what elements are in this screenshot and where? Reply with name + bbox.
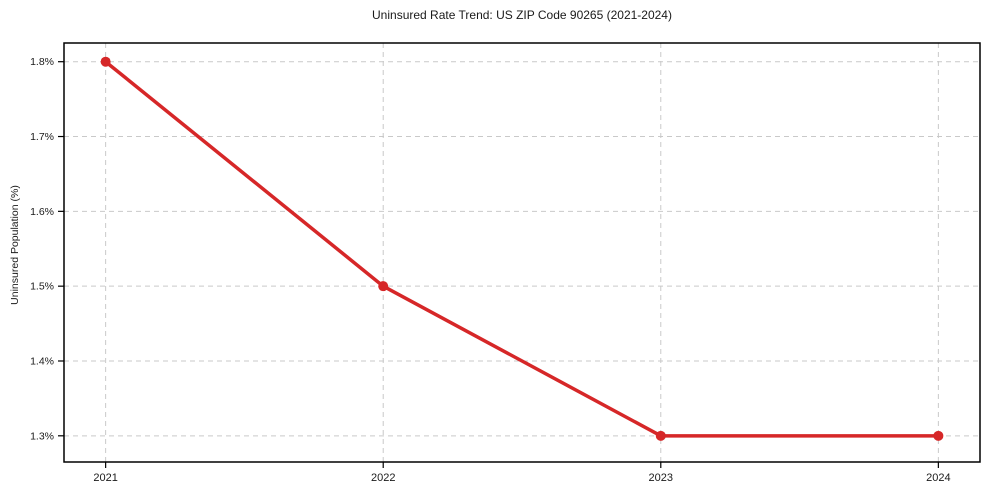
data-point-marker: [100, 56, 111, 67]
x-tick-label: 2022: [371, 472, 395, 484]
x-tick-label: 2024: [926, 472, 950, 484]
x-tick-label: 2021: [93, 472, 117, 484]
trend-line: [103, 59, 941, 438]
y-tick-label: 1.3%: [30, 430, 54, 442]
x-tick-label: 2023: [649, 472, 673, 484]
y-tick-label: 1.7%: [30, 131, 54, 143]
data-point-marker: [655, 430, 666, 441]
chart-title: Uninsured Rate Trend: US ZIP Code 90265 …: [372, 8, 672, 22]
data-point-marker: [378, 281, 389, 292]
plot-border: [63, 42, 981, 463]
y-tick-label: 1.8%: [30, 56, 54, 68]
data-point-marker: [933, 430, 944, 441]
y-tick-label: 1.4%: [30, 355, 54, 367]
y-tick-label: 1.6%: [30, 206, 54, 218]
y-tick-label: 1.5%: [30, 281, 54, 293]
